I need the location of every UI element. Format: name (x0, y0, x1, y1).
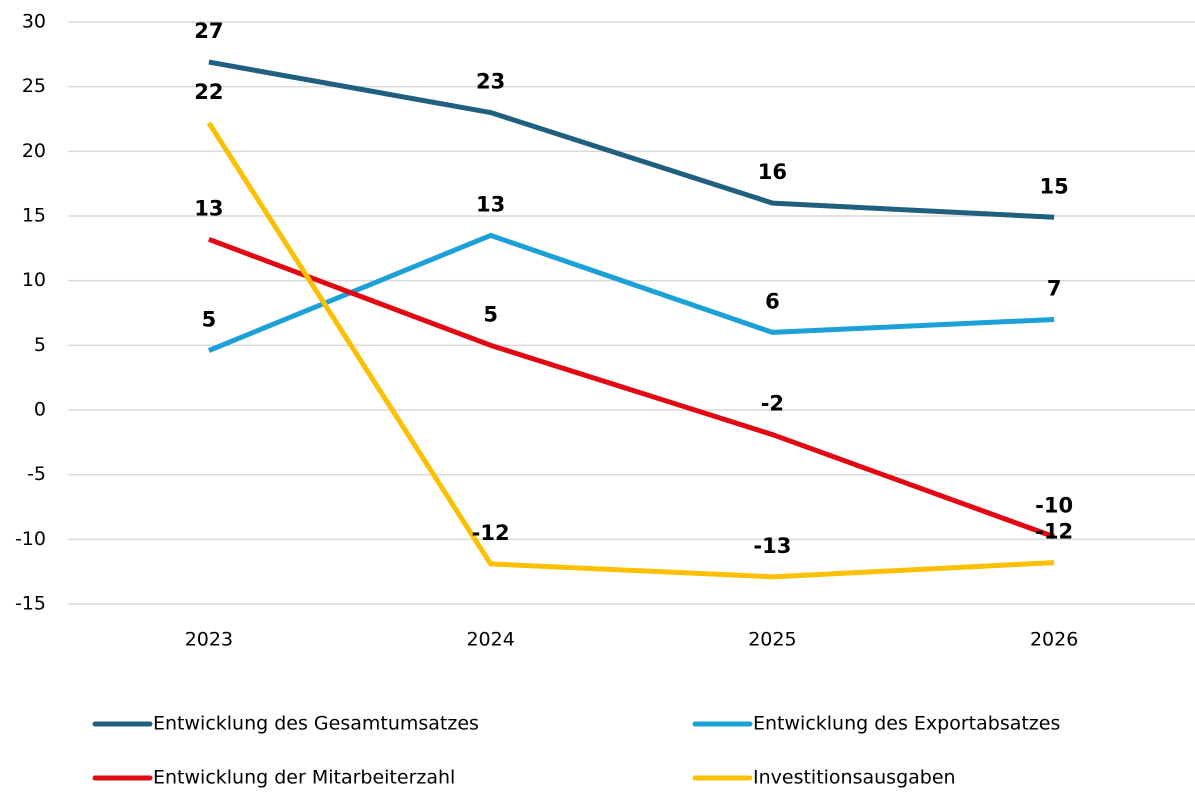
legend-label: Entwicklung des Exportabsatzes (753, 713, 1060, 735)
series-line (207, 236, 1055, 540)
data-label: -12 (1035, 520, 1073, 544)
y-tick-label: -5 (27, 463, 46, 485)
data-label: 5 (483, 302, 498, 326)
data-label: 6 (765, 289, 780, 313)
data-label: 13 (194, 196, 223, 220)
data-label: -13 (753, 534, 791, 558)
legend-label: Investitionsausgaben (753, 767, 956, 789)
y-tick-label: 20 (22, 140, 46, 162)
series-line (207, 232, 1055, 353)
series-line (206, 121, 1055, 580)
data-label: 15 (1040, 174, 1069, 198)
data-label: 7 (1047, 276, 1062, 300)
data-label: 27 (194, 19, 223, 43)
x-tick-label: 2026 (1030, 629, 1078, 651)
y-tick-label: 15 (22, 205, 46, 227)
x-tick-label: 2023 (185, 629, 233, 651)
y-tick-label: 10 (22, 269, 46, 291)
data-label: -10 (1035, 494, 1073, 518)
y-tick-label: 0 (34, 399, 46, 421)
data-label: -12 (472, 521, 510, 545)
data-label: 23 (476, 70, 505, 94)
series-line (208, 59, 1055, 220)
x-tick-label: 2025 (748, 629, 796, 651)
y-tick-label: 30 (22, 11, 46, 33)
data-label: 22 (194, 80, 223, 104)
data-label: 16 (758, 160, 787, 184)
y-tick-label: -15 (15, 593, 46, 615)
data-label: -2 (761, 392, 784, 416)
y-tick-label: 5 (34, 334, 46, 356)
legend-label: Entwicklung der Mitarbeiterzahl (153, 767, 455, 789)
data-label: 13 (476, 192, 505, 216)
data-label: 5 (202, 308, 217, 332)
y-tick-label: -10 (15, 528, 46, 550)
legend-label: Entwicklung des Gesamtumsatzes (153, 713, 479, 735)
y-tick-label: 25 (22, 75, 46, 97)
x-tick-label: 2024 (466, 629, 514, 651)
